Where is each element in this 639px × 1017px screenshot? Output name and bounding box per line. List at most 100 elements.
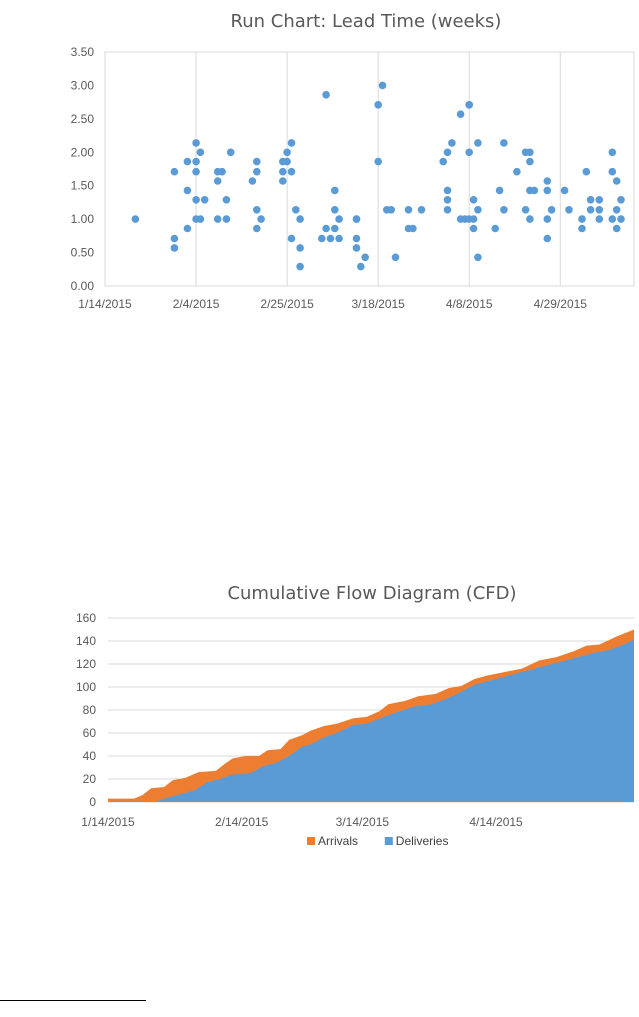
data-point — [448, 139, 456, 147]
cfd-chart-y-axis: 0 20 40 60 80 100 120 140 160 — [76, 611, 96, 809]
data-point — [213, 215, 222, 223]
data-point — [465, 148, 474, 157]
data-point — [374, 157, 383, 166]
x-tick-label: 4/29/2015 — [534, 297, 588, 311]
x-tick-label: 2/14/2015 — [215, 815, 269, 829]
data-point — [547, 206, 556, 214]
data-point — [586, 206, 595, 214]
data-point — [404, 206, 413, 214]
y-tick-label: 40 — [83, 749, 97, 763]
data-point — [578, 215, 586, 223]
data-point — [287, 167, 296, 176]
data-point — [469, 196, 478, 204]
data-point — [500, 139, 508, 147]
data-point — [283, 157, 291, 166]
y-tick-label: 1.00 — [71, 212, 95, 226]
x-tick-label: 4/8/2015 — [446, 297, 493, 311]
x-tick-label: 3/18/2015 — [351, 297, 405, 311]
data-point — [322, 224, 330, 233]
data-point — [456, 110, 465, 118]
data-point — [526, 148, 534, 157]
data-point — [196, 148, 205, 157]
data-point — [222, 196, 231, 204]
data-point — [292, 206, 300, 214]
y-tick-label: 1.50 — [71, 179, 95, 193]
y-tick-label: 0 — [89, 795, 96, 809]
data-point — [218, 167, 226, 176]
y-tick-label: 3.50 — [71, 45, 95, 59]
data-point — [200, 196, 209, 204]
data-point — [318, 234, 326, 243]
y-tick-label: 0.00 — [71, 279, 95, 293]
data-point — [252, 206, 261, 214]
data-point — [565, 206, 573, 214]
data-point — [252, 157, 261, 166]
data-point — [279, 167, 287, 176]
data-point — [513, 167, 521, 176]
y-tick-label: 0.50 — [71, 246, 95, 260]
run-chart-x-axis: 1/14/2015 2/4/2015 2/25/2015 3/18/2015 4/8/2… — [78, 297, 587, 311]
data-point — [474, 206, 482, 214]
run-chart-grid — [104, 51, 635, 287]
data-point — [287, 234, 296, 243]
run-chart-y-axis: 0.00 0.50 1.00 1.50 2.00 2.50 3.00 3.50 — [71, 45, 95, 293]
data-point — [296, 215, 304, 223]
plot-area-border — [104, 51, 635, 287]
run-chart: Run Chart: Lead Time (weeks) 0.00 0.50 1.0… — [71, 11, 635, 311]
data-point — [474, 139, 482, 147]
data-point — [131, 215, 140, 223]
data-point — [491, 224, 500, 233]
data-point — [192, 167, 200, 176]
data-point — [331, 186, 339, 195]
data-point — [530, 186, 539, 195]
data-point — [586, 196, 595, 204]
data-point — [374, 101, 383, 109]
data-point — [170, 244, 179, 252]
data-point — [608, 167, 617, 176]
data-point — [279, 177, 287, 185]
legend-swatch — [384, 837, 393, 845]
data-point — [617, 196, 625, 204]
y-tick-label: 3.00 — [71, 78, 95, 92]
cfd-chart-areas — [108, 629, 634, 802]
data-point — [335, 215, 343, 223]
data-point — [196, 215, 205, 223]
data-point — [612, 206, 621, 214]
data-point — [326, 234, 335, 243]
data-point — [582, 167, 591, 176]
x-tick-label: 2/25/2015 — [260, 297, 314, 311]
y-tick-label: 80 — [83, 703, 97, 717]
data-point — [357, 262, 365, 271]
data-point — [521, 206, 530, 214]
data-point — [474, 253, 482, 262]
y-tick-label: 120 — [76, 657, 96, 671]
data-point — [443, 148, 452, 157]
x-tick-label: 1/14/2015 — [78, 297, 132, 311]
cfd-chart-legend: Arrivals Deliveries — [307, 834, 448, 848]
data-point — [222, 215, 231, 223]
data-point — [595, 206, 604, 214]
data-point — [612, 224, 621, 233]
y-tick-label: 100 — [76, 680, 96, 694]
data-point — [409, 224, 417, 233]
cfd-chart-x-axis: 1/14/2015 2/14/2015 3/14/2015 4/14/2015 — [81, 815, 523, 829]
data-point — [183, 157, 192, 166]
legend-label: Arrivals — [318, 834, 358, 848]
data-point — [465, 101, 474, 109]
run-chart-title: Run Chart: Lead Time (weeks) — [231, 11, 502, 32]
run-chart-points — [131, 81, 625, 271]
cfd-chart-title: Cumulative Flow Diagram (CFD) — [227, 583, 516, 604]
data-point — [617, 215, 625, 223]
data-point — [170, 167, 179, 176]
cfd-chart: Cumulative Flow Diagram (CFD) 0 20 40 60 80 1… — [76, 583, 634, 848]
data-point — [252, 167, 261, 176]
data-point — [443, 196, 452, 204]
data-point — [560, 186, 569, 195]
area-deliveries — [108, 639, 634, 802]
data-point — [352, 234, 361, 243]
y-tick-label: 20 — [83, 772, 97, 786]
data-point — [443, 186, 452, 195]
data-point — [322, 91, 330, 99]
data-point — [248, 177, 257, 185]
data-point — [192, 157, 200, 166]
